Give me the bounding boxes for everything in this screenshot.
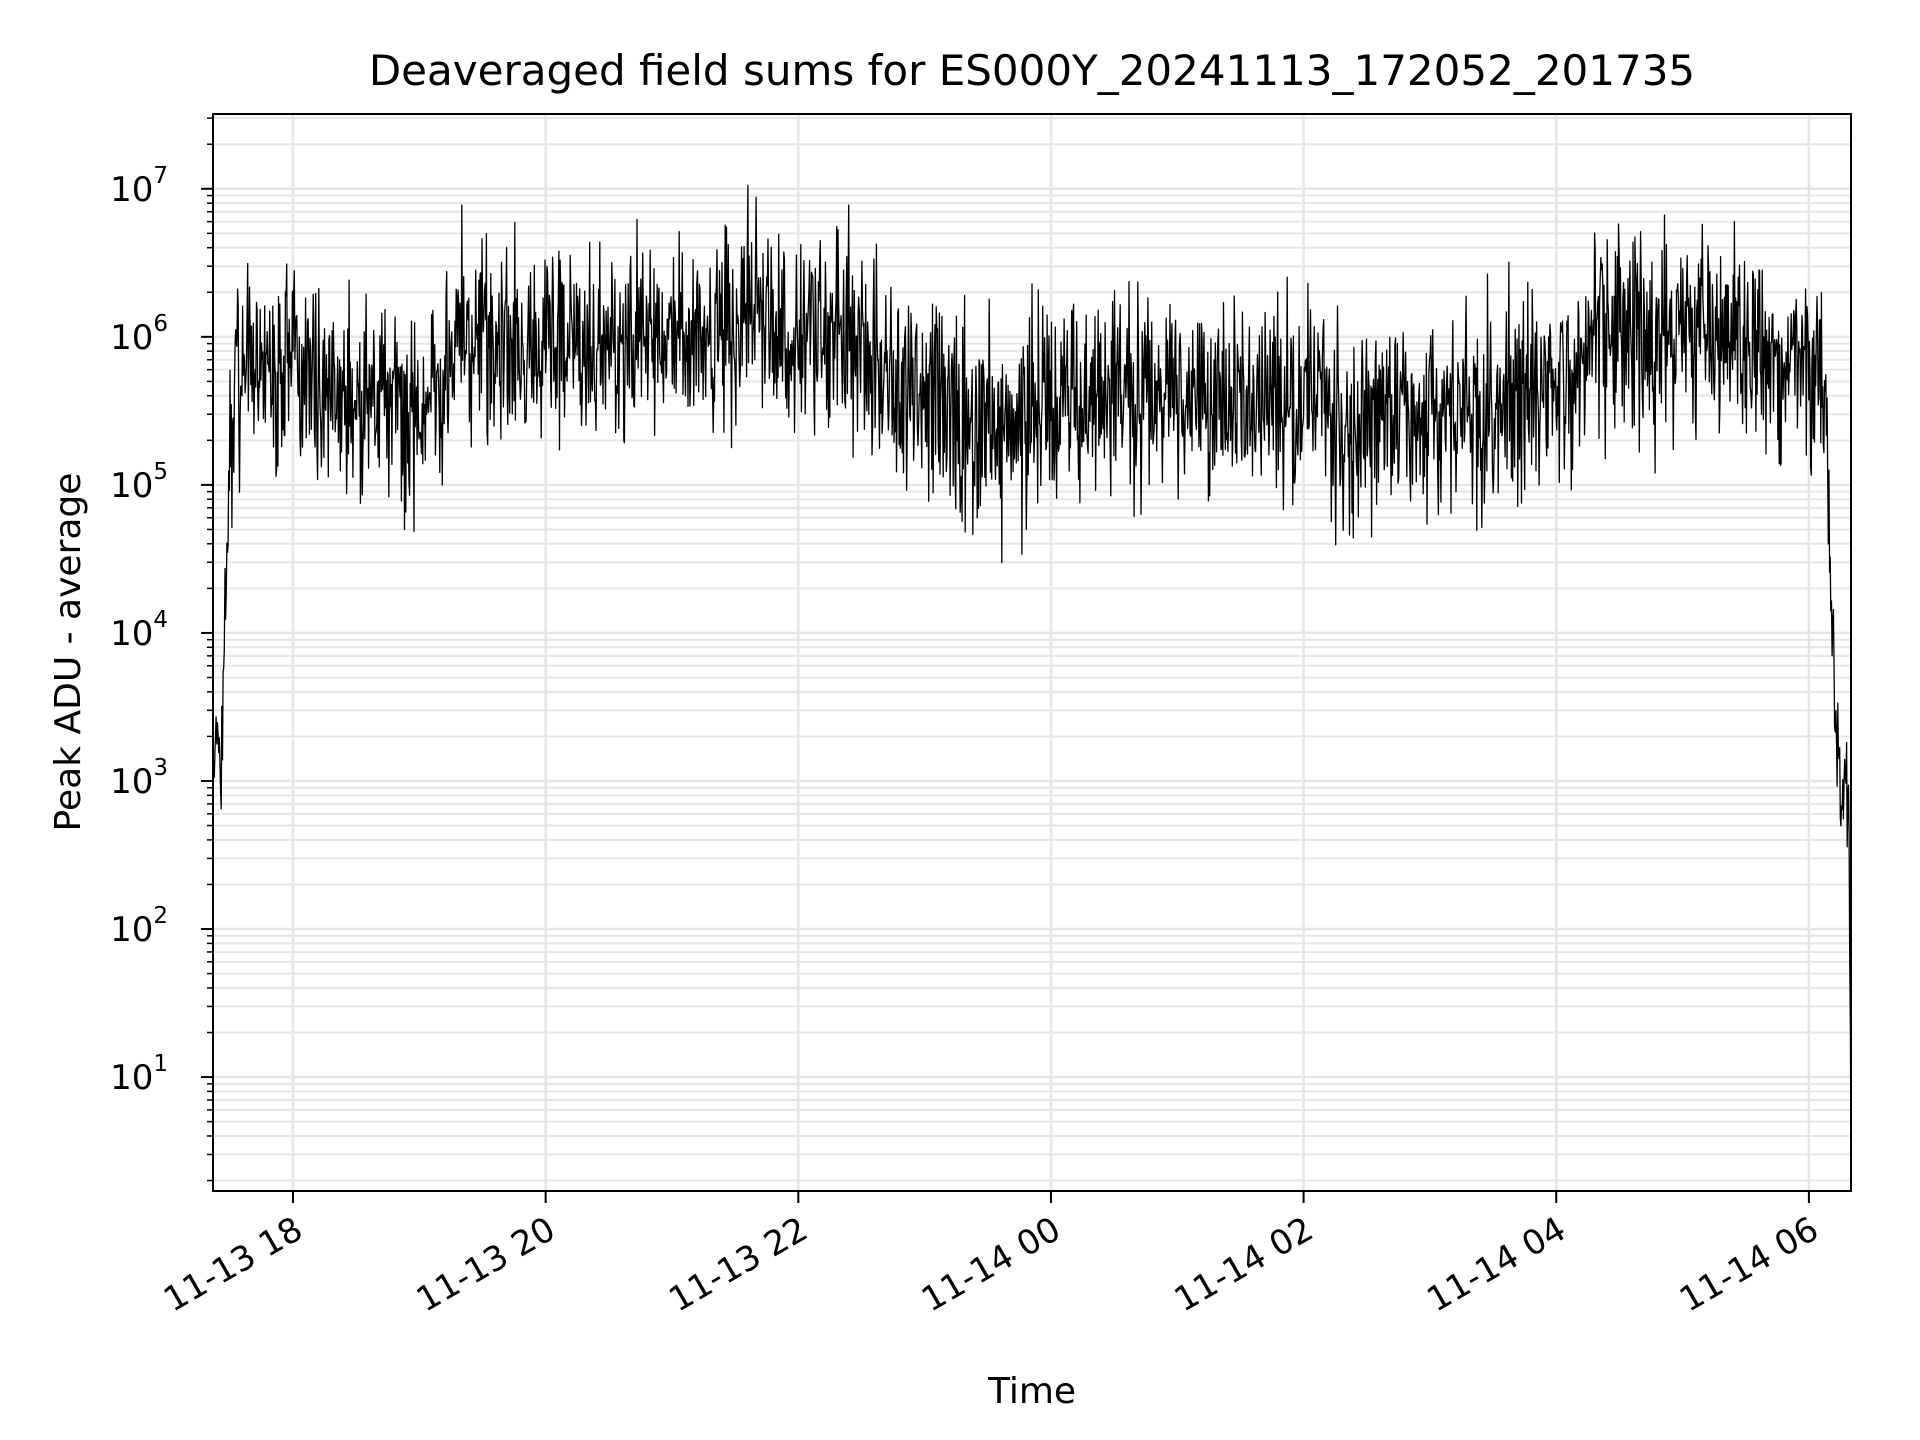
y-tick-label: 104 bbox=[110, 607, 168, 654]
y-axis-label: Peak ADU - average bbox=[48, 473, 89, 832]
y-tick-label: 106 bbox=[110, 311, 168, 358]
series-group bbox=[212, 184, 1852, 1174]
y-tick-label: 102 bbox=[110, 903, 168, 950]
series-line bbox=[212, 184, 1852, 1174]
chart-title: Deaveraged field sums for ES000Y_2024111… bbox=[369, 46, 1695, 95]
y-tick-label: 101 bbox=[110, 1051, 168, 1098]
y-tick-label: 103 bbox=[110, 755, 168, 802]
x-axis-label: Time bbox=[987, 1371, 1076, 1412]
y-tick-label: 107 bbox=[110, 163, 168, 210]
y-axis: 101 102 103 104 105 106 107 bbox=[110, 117, 213, 1182]
plot-frame bbox=[212, 113, 1852, 1192]
y-tick-label: 105 bbox=[110, 459, 168, 506]
